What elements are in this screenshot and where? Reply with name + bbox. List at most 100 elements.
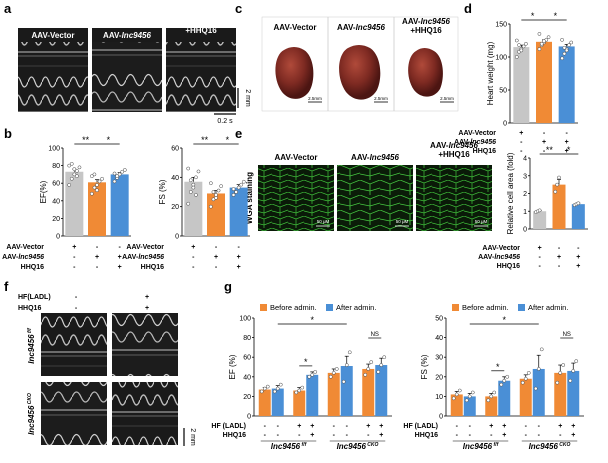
d-factor-label-1: AAV-lnc9456: [454, 139, 496, 146]
f-sign-c2-r2: +: [145, 305, 149, 312]
g-ef-group-label-cko: lnc9456 CKO: [337, 442, 379, 451]
g-ef-legend-swatch-before: [260, 304, 267, 311]
g-ef-factor-label-1: HHQ16: [223, 432, 246, 439]
b_fs-point-2-4: [241, 179, 246, 184]
e-factor-sign-0-1: -: [558, 245, 561, 252]
g-ef-bar-2-1: [340, 366, 353, 416]
b_ef-point-0-2: [72, 172, 77, 177]
e_area-point-0-2: [537, 208, 542, 213]
e_area-ytick-label-1: 1: [523, 209, 527, 216]
panel-label-e: e: [235, 126, 242, 141]
g-fs-point-2-1-2: [539, 347, 544, 352]
g-fs-bar-3-1: [567, 370, 580, 416]
heart-image-vector: [275, 47, 314, 99]
b_fs-point-1-7: [214, 196, 218, 200]
g-ef-bar-1-0: [293, 390, 306, 416]
g-fs-factor-sign-1-4: -: [525, 432, 528, 439]
f-sign-c2-r1: +: [145, 294, 149, 301]
f-sign-c1-r2: -: [75, 305, 78, 312]
b_fs-ytick-label-3: 60: [171, 146, 179, 153]
d-factor-sign-0-1: -: [543, 130, 546, 137]
g-fs-bar-1-1: [498, 380, 511, 416]
b_ef-bar-0: [65, 171, 84, 236]
e_area-bar-0: [533, 211, 547, 229]
g-fs-legend-swatch-after: [518, 304, 525, 311]
d-factor-sign-1-0: -: [520, 139, 523, 146]
b-factor-sign-2-1: -: [96, 264, 99, 271]
b_ef-point-2-0: [112, 179, 117, 184]
e-factor-sign-1-1: +: [557, 254, 561, 261]
b_ef-point-2-2: [117, 172, 122, 177]
e-factor-sign-2-2: +: [576, 263, 580, 270]
b_ef-point-1-5: [90, 174, 94, 179]
g-ef-point-3-0-2: [369, 360, 374, 364]
g-ef-point-1-1-0: [307, 374, 312, 379]
g-ef-point-2-1-2: [347, 350, 352, 355]
d_hw-point-0-7: [519, 48, 524, 53]
g-fs-ylabel: FS (%): [420, 354, 429, 379]
wga-side-label: WGA staining: [245, 172, 254, 224]
d_hw-ytick-label-3: 150: [495, 22, 507, 29]
e_area-sig-label-1: *: [567, 145, 571, 155]
g-ef-factor-sign-0-7: +: [379, 423, 383, 430]
e-factor-sign-0-0: +: [538, 245, 542, 252]
b-factor-sign-1-1: +: [95, 254, 99, 261]
panel-c: AAV-Vector AAV-lnc9456 AAV-lnc9456 +HHQ16…: [261, 16, 459, 112]
b_fs-point-0-3: [194, 175, 198, 180]
d-factor-sign-1-1: +: [542, 139, 546, 146]
e-factor-sign-2-1: -: [558, 263, 561, 270]
b_ef-bar-2: [110, 174, 129, 236]
b_ef-point-0-0: [67, 183, 72, 187]
e-factor-sign-1-0: -: [538, 254, 541, 261]
b-factor-sign-0-5: -: [237, 244, 240, 251]
e-factor-label-0: AAV-Vector: [482, 245, 520, 252]
wga-title-3: AAV-lnc9456 +HHQ16: [430, 141, 478, 159]
g-ef-point-2-0-0: [328, 374, 333, 379]
b-fs-factor-label-2: HHQ16: [141, 264, 164, 271]
d_hw-bar-1: [536, 41, 552, 123]
g-fs-point-0-1-2: [470, 390, 475, 395]
b_ef-bar-1: [88, 182, 106, 236]
d_hw-point-0-5: [514, 38, 519, 43]
g-ef-legend-before: Before admin.: [270, 303, 317, 312]
g-ef-ytick-label-2: 40: [243, 374, 251, 381]
b_fs-point-0-8: [194, 193, 198, 197]
b-factor-sign-0-0: +: [72, 244, 76, 251]
b_ef-point-0-7: [72, 167, 77, 171]
e-factor-sign-1-2: +: [576, 254, 580, 261]
echo-f-ff-ctrl: [41, 313, 107, 376]
g-ef-point-3-0-0: [363, 372, 368, 377]
g-fs-factor-sign-1-3: +: [502, 432, 506, 439]
g-fs-sig-label-2: NS: [563, 332, 571, 338]
g-ef-point-0-0-1: [262, 386, 267, 391]
g-ef-point-1-0-2: [300, 385, 305, 390]
b_fs-point-1-3: [216, 188, 221, 193]
g-ef-point-0-1-1: [275, 386, 280, 391]
g-ef-legend-after: After admin.: [336, 303, 376, 312]
e_area-point-1-0: [553, 189, 558, 194]
g-fs-ytick-label-1: 10: [435, 394, 443, 401]
g-fs-factor-sign-0-3: +: [502, 423, 506, 430]
heart-image-hhq: [408, 48, 443, 97]
b_fs-point-0-6: [188, 178, 193, 183]
g-ef-ytick-label-5: 100: [239, 316, 251, 323]
panel-a: AAV-Vector AAV-lnc9456 AAV-lnc9456 +HHQ16…: [18, 17, 251, 125]
g-fs-point-1-0-1: [489, 394, 494, 399]
b-factor-sign-1-0: -: [73, 254, 76, 261]
b-factor-sign-1-3: -: [192, 254, 195, 261]
g-fs-factor-label-0: HF (LADL): [403, 423, 438, 430]
b_ef-point-2-3: [120, 169, 125, 174]
g-ef-point-1-1-1: [310, 372, 315, 377]
e_area-point-1-1: [555, 182, 559, 187]
d-factor-label-0: AAV-Vector: [458, 130, 496, 137]
panel-label-f: f: [4, 279, 9, 294]
g-fs-factor-sign-0-0: -: [456, 423, 459, 430]
g-fs-point-1-0-2: [492, 390, 497, 395]
panel-label-d: d: [464, 1, 472, 16]
g-ef-factor-sign-1-5: -: [346, 432, 349, 439]
b-factor-label-2: HHQ16: [21, 264, 44, 271]
b_fs-bar-2: [229, 187, 248, 236]
scale-a-horizontal-label: 0.2 s: [217, 118, 233, 125]
